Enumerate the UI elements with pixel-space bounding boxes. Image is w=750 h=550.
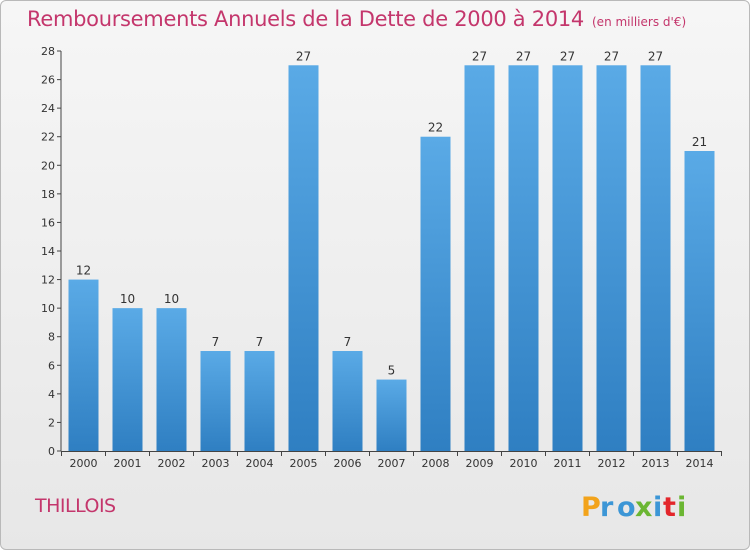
- svg-text:P: P: [581, 492, 601, 523]
- y-tick-label: 18: [41, 188, 55, 201]
- x-tick-label-2009: 2009: [466, 457, 494, 470]
- chart-labels: 2000 12 2001 10 2002 10 2003 7 2004 7 2005 27 2006 7 2…: [70, 49, 714, 470]
- x-tick-label-2011: 2011: [554, 457, 582, 470]
- chart-unit-label: (en milliers d'€): [592, 15, 687, 29]
- bar-2010: [508, 65, 539, 452]
- data-label-2009: 27: [472, 49, 487, 63]
- svg-text:r: r: [600, 492, 614, 523]
- bar-2011: [552, 65, 583, 452]
- x-tick-label-2010: 2010: [510, 457, 538, 470]
- x-tick-label-2006: 2006: [334, 457, 362, 470]
- data-label-2010: 27: [516, 49, 531, 63]
- y-tick-label: 14: [41, 245, 55, 258]
- bar-2008: [420, 136, 451, 451]
- bar-2000: [68, 279, 99, 451]
- y-tick-label: 20: [41, 159, 55, 172]
- data-label-2002: 10: [164, 292, 179, 306]
- data-label-2005: 27: [296, 49, 311, 63]
- data-label-2004: 7: [256, 335, 264, 349]
- data-label-2000: 12: [76, 264, 91, 278]
- y-tick-label: 10: [41, 302, 55, 315]
- commune-name: THILLOIS: [35, 495, 116, 517]
- x-tick-label-2014: 2014: [686, 457, 714, 470]
- x-tick-label-2001: 2001: [114, 457, 142, 470]
- data-label-2012: 27: [604, 49, 619, 63]
- x-tick-label-2000: 2000: [70, 457, 98, 470]
- bar-2005: [288, 65, 319, 452]
- y-tick-label: 8: [48, 331, 55, 344]
- y-tick-label: 12: [41, 274, 55, 287]
- svg-text:i: i: [653, 492, 662, 523]
- bar-2014: [684, 151, 715, 451]
- proxiti-logo-icon: P r o x i t i: [581, 492, 686, 523]
- svg-text:i: i: [677, 492, 686, 523]
- y-tick-label: 2: [48, 416, 55, 429]
- chart-title: Remboursements Annuels de la Dette de 20…: [27, 7, 686, 31]
- y-tick-label: 16: [41, 216, 55, 229]
- bar-2003: [200, 351, 231, 451]
- svg-text:x: x: [635, 492, 652, 523]
- bar-2001: [112, 308, 143, 451]
- data-label-2001: 10: [120, 292, 135, 306]
- y-tick-label: 26: [41, 74, 55, 87]
- x-tick-label-2008: 2008: [422, 457, 450, 470]
- data-label-2007: 5: [388, 364, 396, 378]
- chart-bars: [68, 65, 715, 452]
- data-label-2013: 27: [648, 49, 663, 63]
- data-label-2006: 7: [344, 335, 352, 349]
- bar-2009: [464, 65, 495, 452]
- data-label-2008: 22: [428, 121, 443, 135]
- y-tick-label: 24: [41, 102, 55, 115]
- x-tick-label-2007: 2007: [378, 457, 406, 470]
- data-label-2014: 21: [692, 135, 707, 149]
- x-tick-label-2002: 2002: [158, 457, 186, 470]
- bar-2007: [376, 379, 407, 451]
- x-tick-label-2004: 2004: [246, 457, 274, 470]
- x-tick-label-2003: 2003: [202, 457, 230, 470]
- y-tick-label: 4: [48, 388, 55, 401]
- bar-2006: [332, 351, 363, 451]
- svg-text:t: t: [663, 492, 676, 523]
- data-label-2003: 7: [212, 335, 220, 349]
- svg-text:o: o: [617, 492, 636, 523]
- x-tick-label-2005: 2005: [290, 457, 318, 470]
- bar-2002: [156, 308, 187, 451]
- bar-2013: [640, 65, 671, 452]
- y-tick-label: 6: [48, 359, 55, 372]
- x-tick-label-2013: 2013: [642, 457, 670, 470]
- bar-2012: [596, 65, 627, 452]
- data-label-2011: 27: [560, 49, 575, 63]
- chart-title-text: Remboursements Annuels de la Dette de 20…: [27, 7, 584, 31]
- y-tick-label: 22: [41, 131, 55, 144]
- y-tick-label: 0: [48, 445, 55, 458]
- x-tick-label-2012: 2012: [598, 457, 626, 470]
- bar-2004: [244, 351, 275, 451]
- y-tick-label: 28: [41, 45, 55, 58]
